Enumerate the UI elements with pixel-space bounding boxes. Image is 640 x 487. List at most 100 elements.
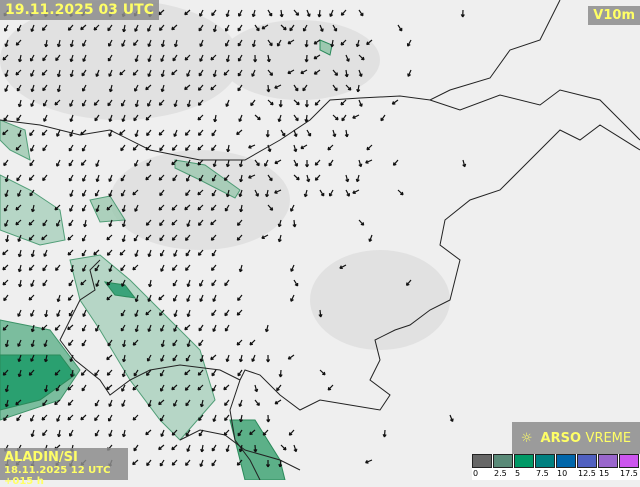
wind-arrow: [17, 129, 22, 138]
wind-arrow: [80, 279, 87, 286]
wind-arrow: [226, 144, 231, 153]
wind-arrow: [340, 39, 347, 46]
wind-arrow: [28, 234, 35, 241]
wind-arrow: [120, 309, 126, 317]
wind-arrow: [238, 189, 243, 198]
wind-arrow: [236, 459, 243, 466]
wind-arrow: [30, 429, 35, 438]
wind-arrow: [106, 384, 113, 391]
legend-swatch: [577, 454, 597, 468]
wind-arrow: [293, 129, 298, 138]
wind-arrow: [185, 399, 191, 407]
wind-arrow: [278, 99, 283, 108]
wind-arrow: [352, 189, 360, 195]
wind-arrow: [42, 54, 48, 62]
wind-arrow: [265, 189, 270, 198]
wind-arrow: [29, 189, 35, 197]
wind-arrow: [262, 429, 269, 436]
wind-arrow: [197, 249, 204, 256]
wind-arrow: [120, 189, 126, 197]
wind-arrow: [186, 69, 191, 77]
legend-swatch: [598, 454, 618, 468]
wind-arrow: [345, 84, 352, 91]
wind-arrow: [17, 369, 22, 378]
wind-arrow: [28, 294, 35, 301]
wind-arrow: [30, 324, 35, 333]
wind-arrow: [197, 129, 204, 136]
wind-arrow: [28, 174, 35, 181]
wind-arrow: [67, 294, 74, 301]
wind-arrow: [198, 174, 204, 182]
wind-arrow: [159, 234, 165, 242]
wind-arrow: [358, 69, 363, 78]
wind-arrow: [171, 459, 178, 466]
wind-arrow: [173, 129, 178, 137]
wind-arrow: [95, 279, 100, 288]
wind-arrow: [261, 234, 269, 240]
wind-arrow: [224, 414, 230, 422]
wind-arrow: [56, 309, 61, 317]
wind-arrow: [67, 249, 74, 256]
wind-arrow: [55, 264, 61, 272]
wind-arrow: [267, 9, 273, 17]
wind-arrow: [68, 429, 74, 437]
wind-arrow: [211, 459, 217, 467]
wind-arrow: [81, 204, 87, 212]
wind-arrow: [171, 159, 178, 166]
wind-arrow: [67, 234, 74, 241]
wind-arrow: [134, 99, 139, 108]
wind-arrow: [133, 84, 139, 92]
wind-arrow: [197, 84, 204, 91]
wind-arrow: [290, 264, 295, 272]
wind-arrow: [288, 429, 295, 436]
wind-arrow: [95, 204, 100, 213]
wind-arrow: [30, 84, 35, 93]
wind-arrow: [28, 264, 35, 271]
wind-arrow: [3, 204, 9, 212]
wind-arrow: [340, 99, 347, 106]
wind-arrow: [238, 399, 243, 408]
wind-arrow: [147, 39, 152, 48]
wind-arrow: [254, 159, 260, 167]
wind-arrow: [17, 54, 23, 63]
wind-arrow: [121, 114, 126, 123]
wind-arrow: [332, 129, 337, 138]
wind-arrow: [365, 459, 373, 464]
wind-arrow: [186, 279, 191, 288]
wind-arrow: [366, 39, 373, 46]
wind-arrow: [171, 264, 178, 271]
wind-arrow: [199, 39, 204, 47]
wind-arrow: [81, 189, 87, 197]
wind-arrow: [132, 264, 139, 271]
wind-arrow: [56, 84, 61, 93]
wind-arrow: [251, 69, 256, 77]
wind-arrow: [147, 324, 152, 333]
wind-arrow: [133, 234, 139, 242]
wind-arrow: [3, 24, 9, 32]
wind-arrow: [120, 99, 126, 107]
wind-arrow: [210, 204, 217, 211]
wind-arrow: [134, 54, 139, 63]
wind-arrow: [69, 99, 74, 107]
arso-logo[interactable]: ☼ ARSO VREME: [512, 422, 640, 454]
wind-arrow: [30, 204, 35, 213]
wind-arrow: [223, 384, 230, 391]
wind-arrow: [108, 129, 113, 137]
wind-arrow: [406, 39, 412, 47]
wind-arrow: [171, 204, 178, 211]
wind-arrow: [16, 414, 22, 422]
wind-arrow: [4, 69, 9, 78]
wind-arrow: [17, 339, 22, 347]
wind-arrow: [134, 129, 139, 138]
wind-arrow: [159, 414, 165, 422]
wind-arrow: [120, 264, 126, 272]
wind-arrow: [186, 99, 191, 108]
wind-arrow: [94, 369, 100, 377]
wind-arrow: [199, 9, 204, 17]
wind-speed-shading: [0, 39, 333, 480]
wind-arrow: [212, 24, 217, 33]
wind-arrow: [223, 69, 230, 76]
wind-arrow: [314, 99, 321, 106]
wind-arrow: [15, 144, 22, 151]
wind-arrow: [293, 84, 299, 92]
